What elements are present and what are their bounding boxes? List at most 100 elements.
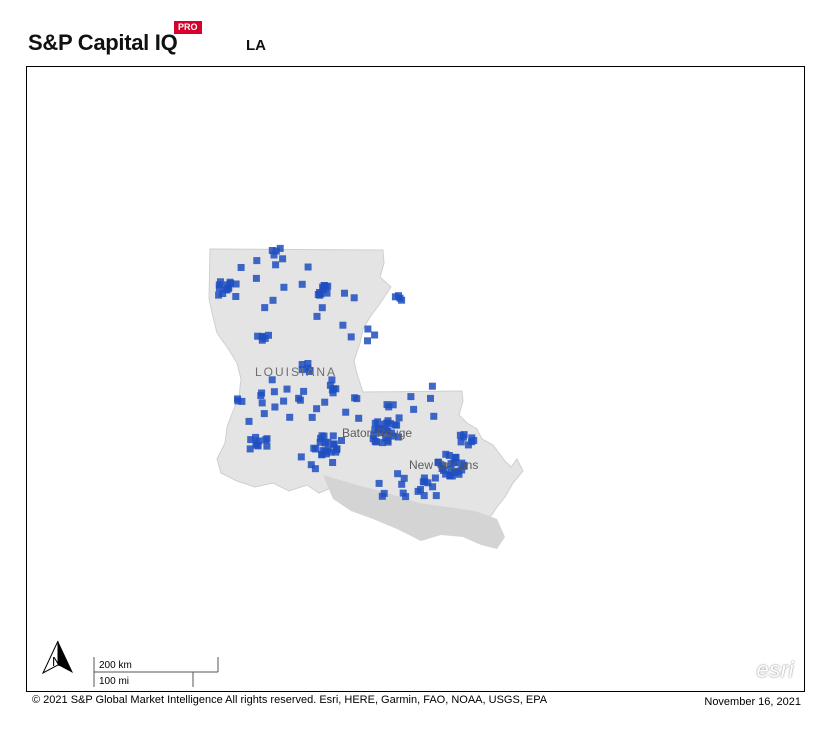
- location-marker[interactable]: [232, 293, 240, 300]
- location-marker[interactable]: [234, 395, 241, 403]
- location-marker[interactable]: [328, 376, 336, 384]
- location-marker[interactable]: [446, 472, 454, 480]
- location-marker[interactable]: [379, 439, 386, 447]
- location-marker[interactable]: [378, 492, 386, 500]
- location-marker[interactable]: [398, 296, 406, 304]
- location-marker[interactable]: [258, 399, 266, 407]
- location-marker[interactable]: [329, 432, 337, 440]
- location-marker[interactable]: [460, 461, 468, 469]
- location-marker[interactable]: [286, 413, 294, 421]
- location-marker[interactable]: [398, 480, 406, 488]
- location-marker[interactable]: [224, 285, 232, 293]
- map-view[interactable]: LOUISIANA Baton Rouge New Orleans N 200 …: [26, 66, 805, 692]
- location-marker[interactable]: [321, 398, 329, 406]
- location-marker[interactable]: [272, 247, 280, 255]
- location-marker[interactable]: [304, 263, 312, 271]
- location-marker[interactable]: [385, 403, 393, 411]
- map-canvas[interactable]: LOUISIANA Baton Rouge New Orleans: [27, 67, 805, 692]
- location-marker[interactable]: [419, 478, 427, 486]
- location-marker[interactable]: [384, 438, 392, 446]
- location-marker[interactable]: [371, 331, 379, 339]
- location-marker[interactable]: [442, 470, 450, 478]
- location-marker[interactable]: [237, 264, 245, 271]
- location-marker[interactable]: [395, 292, 402, 300]
- location-marker[interactable]: [429, 483, 437, 491]
- location-marker[interactable]: [442, 450, 450, 458]
- location-marker[interactable]: [272, 261, 280, 269]
- location-marker[interactable]: [268, 247, 276, 254]
- location-marker[interactable]: [298, 280, 306, 288]
- location-marker[interactable]: [317, 290, 325, 298]
- location-marker[interactable]: [428, 382, 436, 390]
- location-marker[interactable]: [399, 489, 407, 497]
- location-marker[interactable]: [280, 397, 288, 405]
- location-marker[interactable]: [341, 289, 348, 297]
- location-marker[interactable]: [298, 366, 306, 374]
- location-marker[interactable]: [271, 403, 279, 411]
- location-marker[interactable]: [300, 387, 308, 395]
- location-marker[interactable]: [276, 244, 284, 252]
- location-marker[interactable]: [347, 333, 355, 341]
- location-marker[interactable]: [329, 459, 337, 466]
- location-marker[interactable]: [454, 467, 462, 475]
- location-marker[interactable]: [308, 413, 316, 421]
- location-marker[interactable]: [434, 459, 442, 466]
- location-marker[interactable]: [283, 385, 291, 393]
- location-marker[interactable]: [252, 433, 260, 441]
- location-marker[interactable]: [258, 336, 266, 344]
- location-marker[interactable]: [458, 466, 466, 474]
- location-marker[interactable]: [304, 360, 312, 367]
- location-marker[interactable]: [247, 436, 255, 444]
- location-marker[interactable]: [232, 280, 240, 288]
- location-marker[interactable]: [395, 414, 403, 422]
- location-marker[interactable]: [329, 389, 337, 397]
- location-marker[interactable]: [375, 479, 383, 487]
- location-marker[interactable]: [263, 435, 271, 443]
- location-marker[interactable]: [350, 294, 358, 302]
- location-marker[interactable]: [370, 431, 378, 439]
- location-marker[interactable]: [430, 412, 438, 420]
- location-marker[interactable]: [389, 401, 397, 409]
- location-marker[interactable]: [245, 417, 253, 425]
- location-marker[interactable]: [364, 325, 372, 333]
- location-marker[interactable]: [255, 437, 263, 445]
- location-marker[interactable]: [238, 397, 246, 405]
- location-marker[interactable]: [316, 438, 324, 446]
- location-marker[interactable]: [457, 438, 465, 446]
- location-marker[interactable]: [311, 465, 319, 473]
- location-marker[interactable]: [246, 445, 254, 453]
- location-marker[interactable]: [342, 408, 350, 416]
- location-marker[interactable]: [338, 437, 345, 444]
- location-marker[interactable]: [263, 442, 271, 450]
- location-marker[interactable]: [374, 425, 382, 433]
- location-marker[interactable]: [318, 432, 326, 440]
- location-marker[interactable]: [380, 420, 388, 428]
- location-marker[interactable]: [261, 304, 269, 312]
- location-marker[interactable]: [431, 474, 439, 482]
- location-marker[interactable]: [298, 361, 306, 368]
- location-marker[interactable]: [321, 282, 328, 290]
- location-marker[interactable]: [330, 440, 338, 448]
- location-marker[interactable]: [460, 431, 468, 439]
- location-marker[interactable]: [355, 414, 363, 422]
- location-marker[interactable]: [372, 438, 380, 446]
- location-marker[interactable]: [252, 274, 260, 282]
- location-marker[interactable]: [270, 251, 278, 259]
- location-marker[interactable]: [268, 376, 276, 384]
- location-marker[interactable]: [270, 388, 278, 396]
- location-marker[interactable]: [420, 492, 428, 500]
- location-marker[interactable]: [382, 434, 390, 442]
- location-marker[interactable]: [253, 257, 261, 265]
- location-marker[interactable]: [432, 492, 440, 500]
- location-marker[interactable]: [330, 385, 338, 393]
- location-marker[interactable]: [217, 278, 224, 286]
- location-marker[interactable]: [279, 255, 287, 263]
- location-marker[interactable]: [394, 470, 402, 478]
- location-marker[interactable]: [440, 466, 447, 474]
- location-marker[interactable]: [321, 439, 329, 447]
- location-marker[interactable]: [318, 451, 326, 459]
- location-marker[interactable]: [427, 394, 434, 402]
- location-marker[interactable]: [417, 486, 424, 493]
- location-marker[interactable]: [280, 283, 288, 291]
- location-marker[interactable]: [258, 332, 266, 340]
